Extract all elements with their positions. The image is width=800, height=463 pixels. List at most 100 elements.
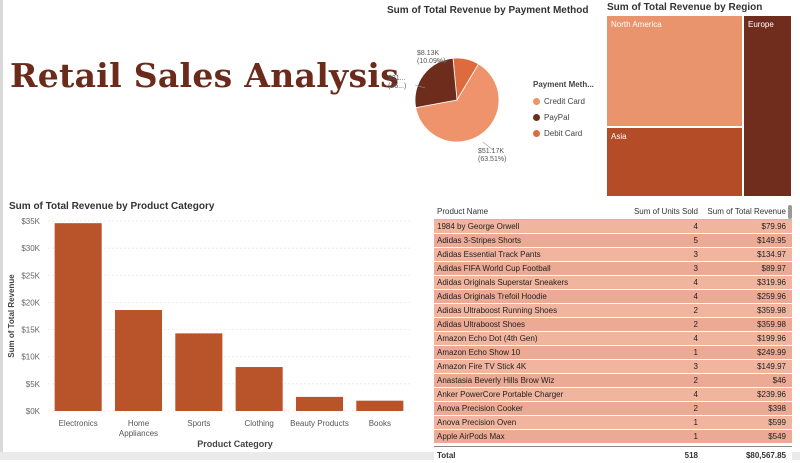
- cell-units-sold: 2: [693, 320, 698, 329]
- cell-total-revenue: $239.96: [757, 390, 786, 399]
- cell-units-sold: 5: [693, 236, 698, 245]
- report-title: Retail Sales Analysis: [10, 56, 400, 95]
- tile-label: Europe: [748, 20, 774, 29]
- pie-leader-line: [434, 60, 448, 63]
- y-tick-label: $0K: [26, 407, 41, 416]
- table-row[interactable]: Adidas Originals Superstar Sneakers 4 $319…: [434, 276, 792, 290]
- legend-label: PayPal: [544, 112, 570, 122]
- table-row[interactable]: Adidas FIFA World Cup Football 3 $89.97: [434, 262, 792, 276]
- canvas-border: [0, 0, 3, 460]
- cell-total-revenue: $89.97: [761, 264, 786, 273]
- treemap-tile-asia[interactable]: Asia: [606, 127, 743, 197]
- cell-total-revenue: $599: [768, 418, 786, 427]
- cell-units-sold: 3: [693, 264, 698, 273]
- treemap-title: Sum of Total Revenue by Region: [607, 2, 763, 13]
- cell-product-name: Adidas Essential Track Pants: [437, 250, 541, 259]
- treemap-tile-europe[interactable]: Europe: [743, 15, 792, 197]
- cell-product-name: Adidas Originals Trefoil Hoodie: [437, 292, 547, 301]
- total-label: Total: [437, 450, 456, 460]
- pie-title: Sum of Total Revenue by Payment Method: [387, 5, 589, 16]
- table-row[interactable]: Anova Precision Cooker 2 $398: [434, 402, 792, 416]
- cell-units-sold: 4: [693, 390, 698, 399]
- bar-home-appliances[interactable]: [114, 310, 163, 411]
- total-revenue: $80,567.85: [745, 450, 786, 460]
- pie-slice-credit-card[interactable]: [415, 63, 500, 143]
- bar-books[interactable]: [356, 400, 404, 411]
- y-tick-label: $20K: [21, 298, 40, 307]
- pie-slice-paypal[interactable]: [414, 57, 458, 109]
- col-header-total-revenue[interactable]: Sum of Total Revenue: [707, 206, 786, 216]
- legend-dot-icon: [533, 129, 540, 137]
- x-tick-label: Home Appliances: [119, 419, 158, 438]
- y-tick-label: $30K: [21, 244, 40, 253]
- product-table[interactable]: Product Name Sum of Units Sold Sum of To…: [434, 203, 792, 463]
- cell-units-sold: 3: [693, 250, 698, 259]
- cell-units-sold: 3: [693, 362, 698, 371]
- table-row[interactable]: Amazon Fire TV Stick 4K 3 $149.97: [434, 360, 792, 374]
- y-tick-label: $15K: [21, 326, 40, 335]
- y-tick-label: $5K: [26, 380, 41, 389]
- x-tick-label: Beauty Products: [290, 419, 349, 428]
- treemap-visual[interactable]: North America Europe Asia: [606, 15, 792, 197]
- cell-units-sold: 2: [693, 404, 698, 413]
- table-row[interactable]: Adidas Ultraboost Shoes 2 $359.98: [434, 318, 792, 332]
- cell-product-name: Anker PowerCore Portable Charger: [437, 390, 564, 399]
- legend-item-paypal[interactable]: PayPal: [533, 109, 594, 125]
- cell-product-name: Adidas Ultraboost Shoes: [437, 320, 526, 329]
- bar-chart-visual[interactable]: $0K $5K $10K $15K $20K $25K $30K $35K Electronic…: [0, 200, 420, 452]
- pie-label-paypal: $21... (26...): [388, 75, 407, 90]
- cell-units-sold: 4: [693, 334, 698, 343]
- cell-product-name: Anova Precision Oven: [437, 418, 517, 427]
- cell-total-revenue: $359.98: [757, 306, 786, 315]
- col-header-units-sold[interactable]: Sum of Units Sold: [633, 206, 698, 216]
- cell-total-revenue: $549: [768, 432, 786, 441]
- table-row[interactable]: Anker PowerCore Portable Charger 4 $239.96: [434, 388, 792, 402]
- pie-chart[interactable]: [375, 30, 575, 170]
- x-tick-label: Clothing: [244, 419, 273, 428]
- bar-clothing[interactable]: [235, 367, 283, 411]
- cell-total-revenue: $259.96: [757, 292, 786, 301]
- cell-units-sold: 4: [693, 222, 698, 231]
- legend-title: Payment Meth...: [533, 80, 594, 89]
- cell-product-name: Adidas Ultraboost Running Shoes: [437, 306, 558, 315]
- y-axis-title: Sum of Total Revenue: [7, 274, 16, 358]
- cell-product-name: Amazon Fire TV Stick 4K: [437, 362, 527, 371]
- bar-electronics[interactable]: [54, 223, 102, 411]
- cell-total-revenue: $319.96: [757, 278, 786, 287]
- table-row[interactable]: Anova Precision Oven 1 $599: [434, 416, 792, 430]
- table-row[interactable]: Amazon Echo Show 10 1 $249.99: [434, 346, 792, 360]
- bar-sports[interactable]: [175, 333, 223, 411]
- table-row[interactable]: Adidas Essential Track Pants 3 $134.97: [434, 248, 792, 262]
- pie-legend: Payment Meth... Credit Card PayPal Debit…: [533, 80, 594, 141]
- cell-units-sold: 2: [693, 306, 698, 315]
- cell-units-sold: 4: [693, 278, 698, 287]
- legend-item-debit-card[interactable]: Debit Card: [533, 125, 594, 141]
- bar-chart[interactable]: $0K $5K $10K $15K $20K $25K $30K $35K Electronic…: [0, 200, 420, 452]
- table-row[interactable]: Adidas Originals Trefoil Hoodie 4 $259.96: [434, 290, 792, 304]
- x-tick-label: Books: [369, 419, 391, 428]
- cell-product-name: Adidas 3-Stripes Shorts: [437, 236, 522, 245]
- cell-product-name: Anova Precision Cooker: [437, 404, 523, 413]
- cell-product-name: Amazon Echo Show 10: [437, 348, 521, 357]
- cell-product-name: 1984 by George Orwell: [437, 222, 520, 231]
- total-units: 518: [684, 450, 698, 460]
- table-row[interactable]: Adidas 3-Stripes Shorts 5 $149.95: [434, 234, 792, 248]
- cell-total-revenue: $359.98: [757, 320, 786, 329]
- legend-dot-icon: [533, 113, 540, 121]
- table-row[interactable]: Anastasia Beverly Hills Brow Wiz 2 $46: [434, 374, 792, 388]
- legend-item-credit-card[interactable]: Credit Card: [533, 93, 594, 109]
- table-row[interactable]: Adidas Ultraboost Running Shoes 2 $359.98: [434, 304, 792, 318]
- table-scrollbar[interactable]: [788, 205, 792, 219]
- col-header-product-name[interactable]: Product Name: [437, 206, 489, 216]
- table-row[interactable]: Amazon Echo Dot (4th Gen) 4 $199.96: [434, 332, 792, 346]
- table-row[interactable]: Apple AirPods Max 1 $549: [434, 430, 792, 444]
- bar-chart-title: Sum of Total Revenue by Product Category: [9, 201, 215, 212]
- treemap-tile-north-america[interactable]: North America: [606, 15, 743, 127]
- table-row[interactable]: 1984 by George Orwell 4 $79.96: [434, 220, 792, 234]
- pie-leader-line: [414, 84, 426, 89]
- x-tick-label: Sports: [187, 419, 210, 428]
- bar-beauty-products[interactable]: [295, 396, 344, 411]
- pie-visual[interactable]: $8.13K (10.09%) $21... (26...) $51.17K (63.…: [375, 30, 575, 170]
- cell-product-name: Adidas Originals Superstar Sneakers: [437, 278, 569, 287]
- cell-units-sold: 1: [693, 432, 698, 441]
